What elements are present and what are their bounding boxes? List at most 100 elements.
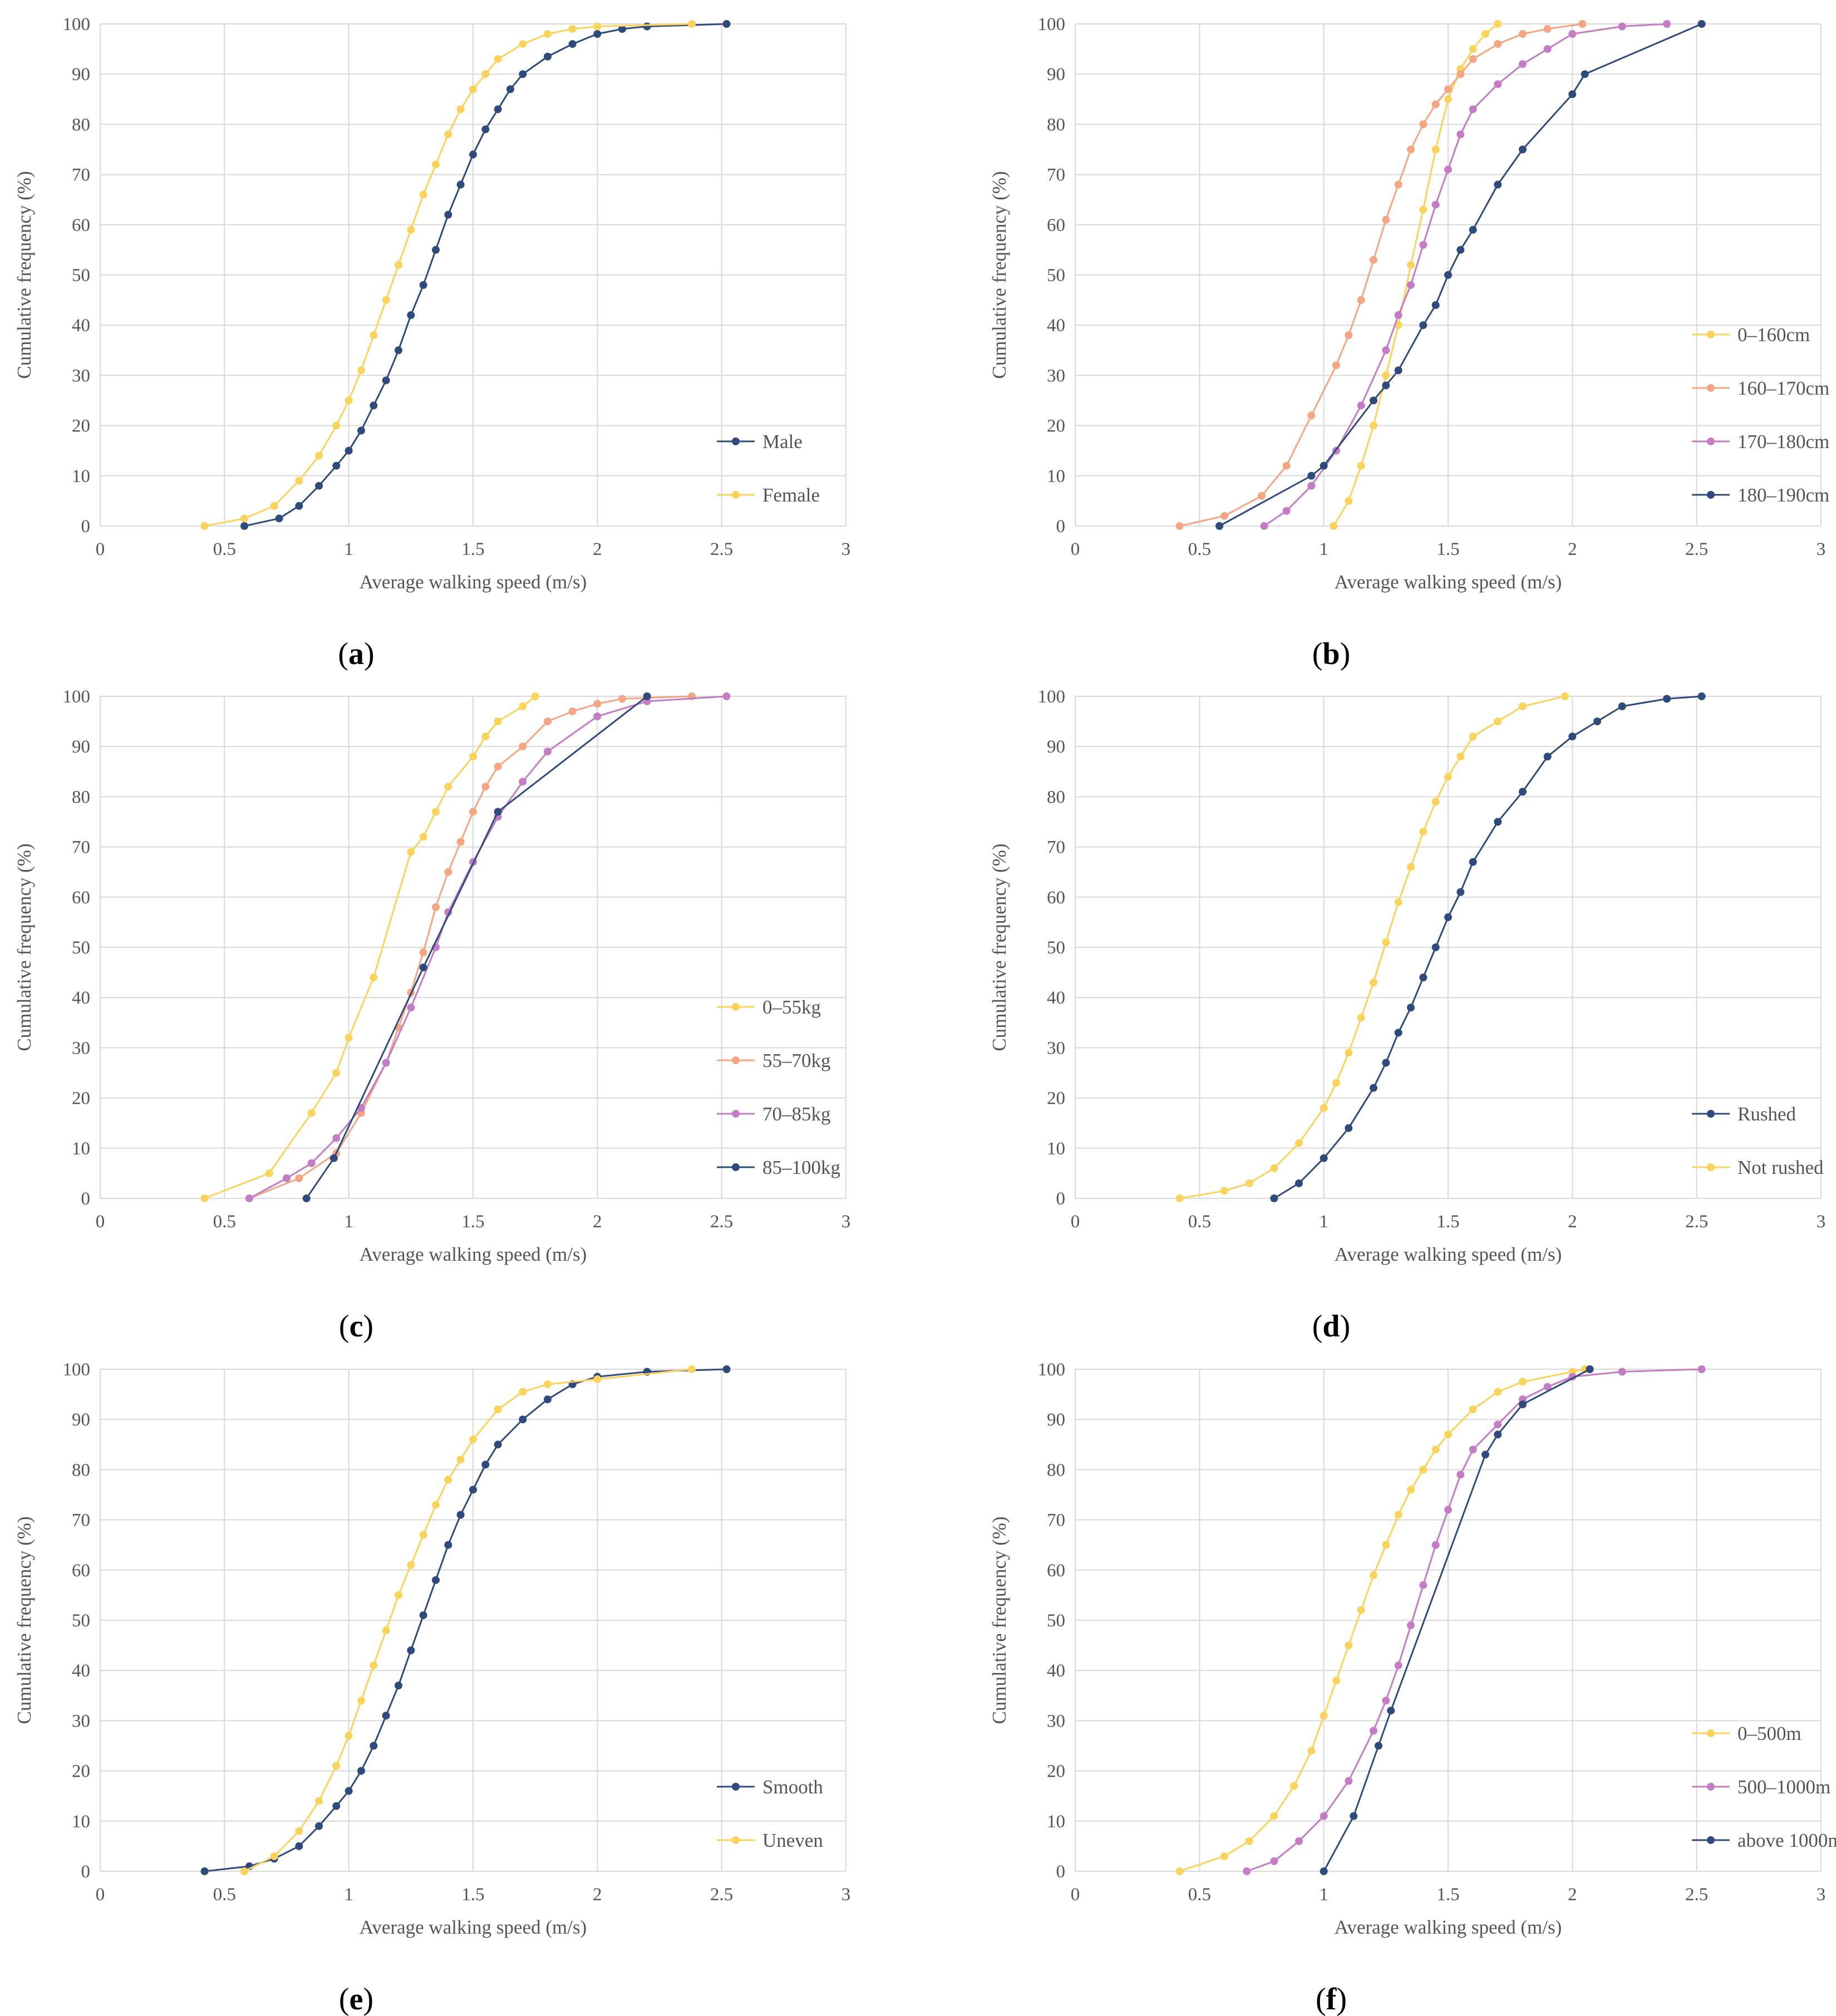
x-tick-label: 0.5	[213, 539, 236, 559]
data-point	[494, 1440, 502, 1449]
data-point	[1419, 828, 1428, 836]
y-tick-label: 30	[72, 1711, 90, 1731]
data-point	[519, 778, 527, 786]
data-point	[1469, 45, 1477, 53]
data-point	[1419, 973, 1428, 982]
y-tick-label: 20	[1047, 416, 1065, 436]
data-point	[544, 52, 552, 61]
data-point	[1382, 381, 1390, 390]
data-point	[544, 717, 552, 726]
panel-label: (d)	[1312, 1309, 1350, 1344]
data-point	[519, 702, 527, 711]
data-point	[1370, 396, 1377, 405]
legend-item: 70–85kg	[717, 1103, 831, 1125]
series-3	[1320, 1365, 1594, 1875]
legend-label: 0–55kg	[762, 996, 821, 1018]
data-point	[395, 1681, 402, 1690]
y-tick-label: 10	[72, 1139, 90, 1159]
legend-label: 170–180cm	[1737, 431, 1829, 453]
legend-label: 160–170cm	[1737, 377, 1829, 399]
data-point	[643, 22, 651, 31]
data-point	[1295, 1837, 1303, 1845]
data-point	[618, 695, 626, 703]
data-point	[1494, 717, 1502, 726]
data-point	[315, 481, 323, 490]
data-point	[419, 1531, 427, 1539]
data-point	[1394, 180, 1402, 189]
data-point	[1494, 20, 1502, 28]
data-point	[1260, 522, 1268, 530]
data-point	[544, 1395, 552, 1404]
legend-item: 55–70kg	[717, 1050, 831, 1071]
data-point	[1345, 496, 1353, 505]
data-point	[531, 692, 539, 700]
data-point	[370, 401, 378, 410]
data-point	[1543, 25, 1552, 33]
panel-label-letter: c	[350, 1309, 363, 1344]
y-tick-label: 80	[72, 1460, 90, 1480]
x-tick-label: 1	[1319, 1212, 1328, 1232]
x-tick-label: 3	[1817, 1212, 1826, 1232]
series-4	[1215, 20, 1706, 530]
data-point	[1394, 366, 1402, 375]
data-point	[519, 743, 527, 751]
y-tick-label: 100	[1038, 1360, 1066, 1380]
data-point	[1370, 421, 1377, 430]
data-point	[1295, 1179, 1303, 1187]
data-point	[1407, 145, 1415, 154]
x-tick-label: 0	[1071, 1885, 1080, 1905]
data-point	[519, 1415, 527, 1424]
legend-item: 0–55kg	[717, 996, 821, 1018]
y-tick-label: 100	[1038, 14, 1066, 35]
data-point	[332, 461, 341, 470]
series-2	[245, 692, 696, 1202]
y-tick-label: 60	[72, 215, 90, 235]
legend-item: Uneven	[717, 1830, 823, 1851]
y-tick-label: 90	[1047, 65, 1065, 85]
data-point	[1431, 301, 1440, 309]
data-point	[1481, 30, 1489, 38]
data-point	[1419, 205, 1428, 214]
legend-label: 500–1000m	[1737, 1776, 1830, 1798]
data-point	[1519, 1400, 1527, 1409]
data-point	[722, 1365, 731, 1373]
data-point	[1469, 732, 1477, 741]
data-point	[1345, 1049, 1353, 1057]
data-point	[494, 717, 502, 726]
data-point	[357, 366, 365, 375]
x-tick-label: 0.5	[213, 1212, 236, 1232]
y-tick-label: 10	[1047, 466, 1065, 486]
data-point	[1370, 979, 1377, 987]
chart-panel-b: 0 0.5 1 1.5 2 2.5 30102030405060708090100Avera…	[988, 14, 1829, 671]
data-point	[240, 522, 249, 530]
data-point	[456, 180, 465, 189]
data-point	[1270, 1194, 1278, 1202]
data-point	[1332, 361, 1340, 370]
legend-marker	[732, 437, 740, 445]
data-point	[1519, 1378, 1527, 1386]
data-point	[344, 1732, 353, 1740]
y-tick-label: 50	[72, 1611, 90, 1631]
panel-label-letter: b	[1322, 637, 1340, 671]
data-point	[469, 753, 477, 761]
legend-marker	[1707, 331, 1715, 338]
chart-panel-e: 0 0.5 1 1.5 2 2.5 30102030405060708090100Avera…	[13, 1360, 850, 2016]
y-tick-label: 30	[1047, 1711, 1065, 1731]
legend-label: 0–160cm	[1737, 324, 1810, 346]
data-point	[568, 25, 577, 33]
y-tick-label: 20	[72, 1762, 90, 1782]
data-point	[1345, 1641, 1353, 1650]
x-tick-label: 2.5	[710, 1212, 733, 1232]
data-point	[519, 70, 527, 78]
series-1	[1270, 692, 1706, 1202]
y-tick-label: 50	[1047, 265, 1065, 286]
legend-label: Female	[762, 484, 820, 506]
data-point	[432, 808, 440, 816]
y-tick-label: 60	[72, 1561, 90, 1581]
data-point	[1568, 30, 1577, 38]
data-point	[382, 1059, 390, 1067]
data-point	[407, 1004, 415, 1012]
data-point	[295, 1842, 303, 1850]
legend-label: 70–85kg	[762, 1103, 831, 1125]
data-point	[432, 903, 440, 911]
